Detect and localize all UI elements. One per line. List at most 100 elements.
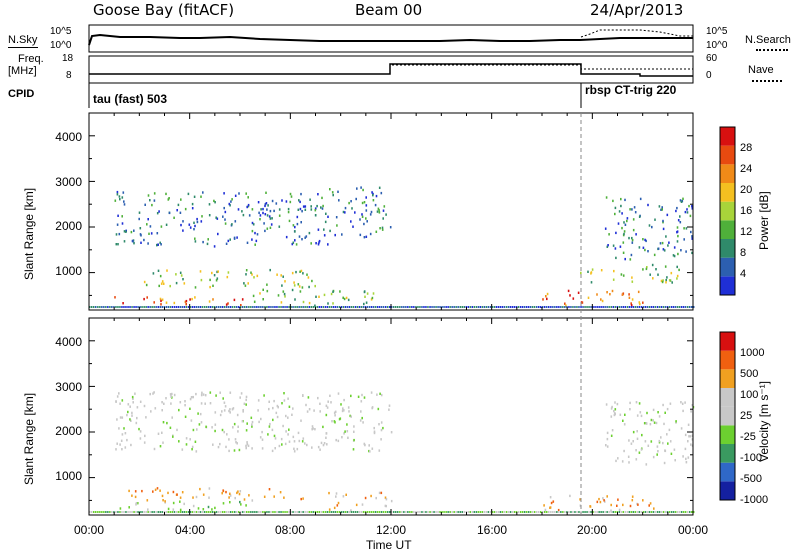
ground-cell (169, 306, 171, 308)
data-cell (610, 509, 612, 512)
data-cell (123, 200, 125, 203)
ground-cell (370, 306, 373, 308)
data-cell (334, 233, 336, 237)
nave-label: Nave (748, 64, 774, 76)
data-cell (590, 281, 593, 284)
data-cell (172, 435, 174, 438)
ground-cell (554, 306, 556, 308)
data-cell (161, 494, 164, 498)
data-cell (256, 274, 259, 278)
data-cell (380, 428, 383, 432)
ground-cell (266, 511, 268, 513)
data-cell (237, 208, 240, 211)
data-cell (617, 222, 620, 225)
data-cell (266, 289, 269, 293)
data-cell (302, 497, 304, 500)
data-cell (153, 301, 155, 304)
ground-cell (582, 511, 584, 513)
ground-cell (598, 511, 600, 513)
data-cell (683, 227, 685, 230)
data-cell (119, 443, 121, 446)
data-cell (306, 443, 308, 447)
data-cell (176, 428, 178, 432)
data-cell (168, 211, 171, 215)
data-cell (368, 444, 370, 447)
ground-cell (640, 511, 643, 513)
ground-cell (425, 306, 427, 308)
ground-cell (378, 511, 381, 513)
data-cell (334, 414, 336, 417)
ground-cell (680, 511, 683, 513)
data-cell (251, 423, 253, 426)
power-cb-28: 28 (740, 142, 753, 154)
data-cell (378, 423, 380, 426)
ground-cell (131, 511, 133, 513)
data-cell (542, 298, 544, 301)
ground-cell (308, 511, 310, 513)
data-cell (627, 455, 630, 458)
data-cell (266, 227, 269, 230)
ground-cell (173, 306, 176, 308)
ground-cell (558, 511, 560, 513)
data-cell (390, 431, 393, 434)
power-panel (89, 186, 695, 308)
ground-cell (632, 306, 635, 308)
data-cell (680, 249, 682, 252)
data-cell (606, 495, 608, 498)
data-cell (587, 296, 590, 299)
ground-cell (660, 306, 663, 308)
data-cell (146, 499, 149, 502)
ground-cell (143, 511, 145, 513)
data-cell (302, 300, 305, 304)
data-cell (259, 436, 262, 439)
data-cell (641, 433, 643, 437)
ground-cell (489, 306, 492, 308)
data-cell (275, 202, 278, 205)
data-cell (264, 203, 267, 206)
data-cell (330, 401, 332, 404)
data-cell (130, 443, 132, 447)
data-cell (219, 413, 222, 417)
ground-cell (177, 306, 180, 308)
data-cell (229, 411, 231, 414)
data-cell (214, 201, 216, 204)
data-cell (342, 210, 345, 214)
data-cell (300, 497, 302, 501)
data-cell (192, 428, 195, 432)
data-cell (341, 436, 343, 439)
data-cell (648, 504, 650, 507)
data-cell (620, 273, 623, 276)
data-cell (633, 206, 636, 209)
data-cell (149, 225, 152, 228)
ground-cell (274, 511, 276, 513)
data-cell (326, 443, 328, 446)
data-cell (136, 416, 138, 420)
ground-cell (326, 306, 329, 308)
ground-cell (157, 511, 159, 513)
data-cell (194, 286, 197, 289)
ground-cell (562, 511, 564, 513)
data-cell (291, 242, 294, 246)
data-cell (663, 461, 666, 465)
ground-cell (590, 511, 592, 513)
ground-cell (544, 306, 546, 308)
ground-cell (111, 306, 113, 308)
data-cell (193, 195, 196, 198)
ground-cell (546, 511, 548, 513)
ground-cell (310, 306, 312, 308)
data-cell (287, 433, 289, 436)
ground-cell (662, 511, 665, 513)
data-cell (226, 433, 228, 436)
data-cell (336, 224, 338, 227)
power-colorbar-frame (719, 126, 736, 296)
ground-cell (105, 306, 107, 308)
data-cell (245, 429, 248, 432)
ground-cell (538, 511, 540, 513)
data-cell (191, 445, 194, 449)
data-cell (331, 420, 333, 423)
ground-cell (304, 511, 306, 513)
data-cell (631, 238, 634, 242)
data-cell (252, 223, 255, 226)
data-cell (636, 430, 638, 433)
ground-cell (610, 511, 612, 513)
